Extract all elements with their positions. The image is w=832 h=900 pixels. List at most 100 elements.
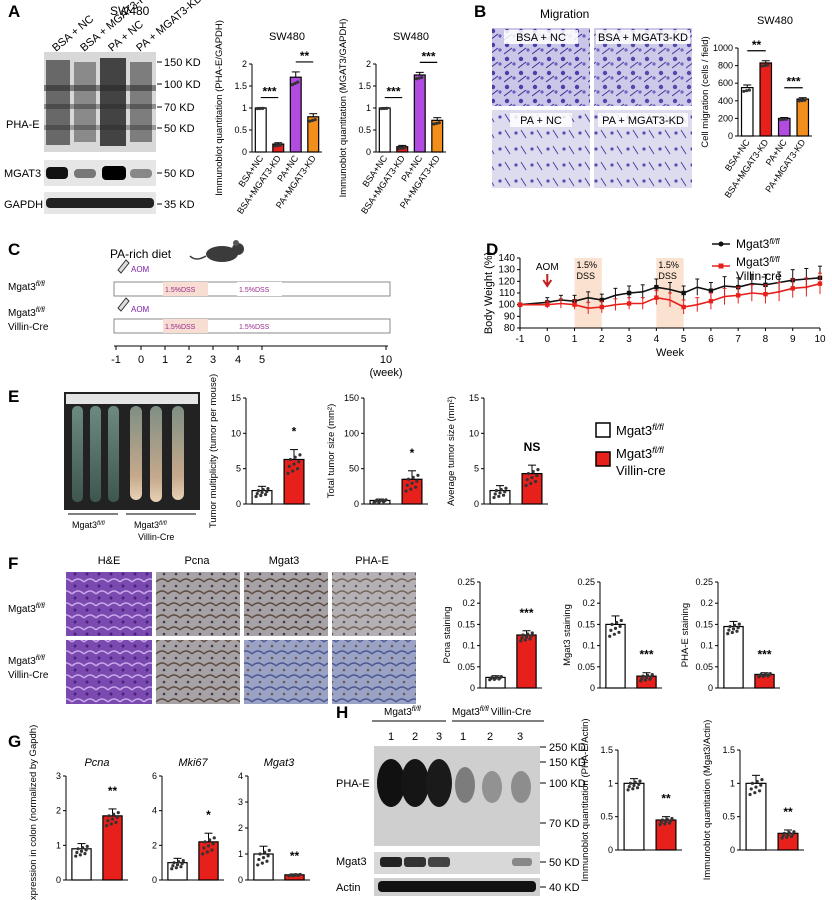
y-tick-label: 1 <box>238 849 243 859</box>
mw-marker: 100 KD <box>164 79 201 91</box>
y-tick-label: 1 <box>730 778 735 788</box>
data-point <box>648 677 652 681</box>
x-tick-label: 10 <box>814 334 826 345</box>
data-point <box>402 146 406 150</box>
bar <box>198 841 219 881</box>
data-point <box>205 850 209 854</box>
y-tick-label: 3 <box>238 797 243 807</box>
bar <box>623 782 645 851</box>
dss-label: DSS <box>658 271 677 281</box>
data-point <box>613 626 618 630</box>
data-point <box>803 98 807 102</box>
group-label-sup: fl/fl <box>97 521 105 527</box>
data-point <box>379 498 383 502</box>
data-point <box>748 792 752 797</box>
mgat3-band <box>428 857 450 867</box>
series-point <box>708 288 714 293</box>
data-point <box>646 673 650 677</box>
y-tick-label: 1.5 <box>358 81 371 91</box>
data-point <box>627 785 631 789</box>
data-point <box>170 867 174 871</box>
chart-title: SW480 <box>757 15 793 27</box>
migration-image-label: BSA + MGAT3-KD <box>598 32 688 44</box>
dss-label: 1.5% <box>658 260 679 270</box>
data-point <box>179 865 183 869</box>
panel-c: C PA-rich diet Mgat3fl/fl 1.5%DSS 1.5%DS… <box>8 240 403 379</box>
y-tick-label: 50 <box>349 464 359 474</box>
y-tick-label: 140 <box>498 253 515 264</box>
panel-e-letter: E <box>8 387 19 406</box>
data-point <box>501 493 506 497</box>
data-point <box>313 118 317 122</box>
y-tick-label: 0 <box>474 499 479 509</box>
data-point <box>760 64 764 68</box>
y-tick-label: 15 <box>469 393 479 403</box>
data-point <box>259 493 263 498</box>
y-tick-label: 15 <box>231 393 241 403</box>
histology-image <box>244 640 328 704</box>
panel-a-letter: A <box>8 2 20 21</box>
data-point <box>499 675 503 679</box>
svg-text:Mgat3fl/fl: Mgat3fl/fl <box>8 307 45 319</box>
data-point <box>175 863 180 867</box>
y-tick-label: 130 <box>498 265 515 276</box>
row-label-sup: fl/fl <box>36 281 45 288</box>
chart-e3: 0 5 10 15 Average tumor size (mm²) NS <box>446 393 548 509</box>
data-point <box>417 76 421 80</box>
x-axis-label: Week <box>656 347 684 359</box>
significance-label: *** <box>786 75 800 89</box>
series-point <box>763 291 768 297</box>
data-point <box>631 787 635 791</box>
data-point <box>792 830 796 834</box>
y-tick-label: 0.25 <box>695 577 713 587</box>
data-point <box>406 477 411 481</box>
data-point <box>106 819 110 823</box>
y-tick-label: 1 <box>56 840 61 850</box>
mw-marker: 150 KD <box>549 757 586 769</box>
data-point <box>520 636 524 640</box>
timeline-axis: -1 0 1 2 3 4 5 10 (week) <box>111 345 403 379</box>
data-point <box>181 859 185 863</box>
data-point <box>637 782 641 787</box>
data-point <box>779 118 783 122</box>
stain-label: PHA-E <box>355 555 389 567</box>
data-point <box>800 98 804 103</box>
data-point <box>288 457 293 462</box>
y-tick-label: 0.1 <box>582 641 595 651</box>
data-point <box>635 786 640 790</box>
panel-b-letter: B <box>474 2 486 21</box>
y-tick-label: 0 <box>590 683 595 693</box>
data-point <box>432 122 436 126</box>
panel-e: E Mgat3fl/fl Mgat3fl/fl Villin-Cre <box>8 387 200 542</box>
mgat3-band <box>102 166 126 180</box>
y-tick-label: 4 <box>238 771 243 781</box>
histology-image <box>244 572 328 636</box>
y-tick-label: 1.5 <box>234 81 247 91</box>
data-point <box>764 672 768 676</box>
significance-label: * <box>206 808 211 822</box>
y-tick-label: 400 <box>718 96 733 106</box>
data-point <box>497 494 501 498</box>
mgat3-band <box>74 169 96 178</box>
data-point <box>310 118 315 122</box>
y-tick-label: 0.5 <box>600 812 613 822</box>
data-point <box>759 672 763 677</box>
mw-marker: 40 KD <box>549 882 580 894</box>
y-tick-label: 0.05 <box>457 662 475 672</box>
mgat3-band <box>512 858 532 866</box>
data-point <box>735 629 739 633</box>
chart-b: 02004006008001000BSA+NCBSA+MGAT3-KDPA+NC… <box>700 15 812 200</box>
mgat3-band <box>46 167 68 179</box>
data-point <box>612 632 616 636</box>
histology-image <box>66 640 152 704</box>
data-point <box>174 866 178 870</box>
lane-number: 1 <box>460 731 466 743</box>
series-point <box>708 298 714 304</box>
data-point <box>415 479 419 483</box>
data-point <box>494 488 499 493</box>
dss-label: 1.5%DSS <box>165 287 196 294</box>
significance-label: ** <box>783 805 793 819</box>
panel-b: B Migration BSA + NC BSA + MGAT3-KD PA +… <box>474 2 692 188</box>
data-point <box>298 453 302 457</box>
data-point <box>83 852 87 856</box>
